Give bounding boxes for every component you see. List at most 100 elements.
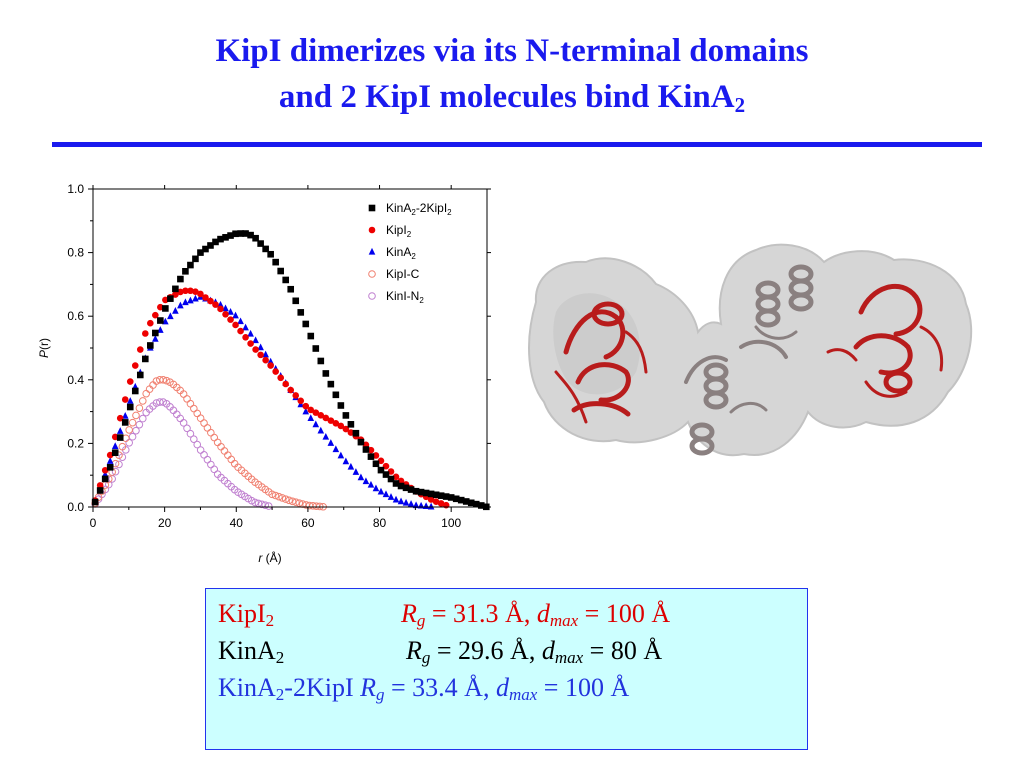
data-point [237,317,244,325]
data-point [131,362,139,369]
data-point [136,346,144,353]
data-point [247,231,254,239]
data-point [397,497,405,505]
data-point [372,460,380,468]
data-point [126,378,134,385]
data-point [372,452,380,459]
data-point [477,502,485,509]
data-point [197,249,204,256]
data-point [251,498,259,507]
data-point [387,493,395,500]
data-point [377,487,385,495]
data-point [159,376,168,384]
data-point [157,303,164,311]
data-point [186,429,195,438]
data-point [327,439,335,446]
data-point [422,502,430,510]
pr-distribution-chart: 0 20 40 60 80 100 0.0 0.2 0.4 0.6 0.8 1.0 r (Å) P(r… [37,182,491,565]
protein-structure-image [528,243,973,457]
legend-marker [368,204,376,212]
data-point [285,496,293,505]
x-axis-label: r (Å) [258,550,281,565]
data-point [157,317,164,324]
legend-label-main: KinA [386,245,411,259]
dmax-symbol: d [541,636,555,665]
data-point [182,267,189,275]
data-point [145,385,154,393]
data-point [177,288,184,296]
data-point [101,470,109,478]
data-point [182,287,189,295]
data-point [372,484,380,492]
legend-label-main: KinI-N [386,289,419,303]
data-point [136,371,144,379]
data-point [173,410,181,419]
data-point [227,308,234,315]
data-point [287,386,295,394]
data-point [427,490,435,498]
data-point [128,432,137,441]
data-point [200,419,208,427]
rg-subscript: g [416,611,426,630]
data-point [131,387,139,395]
data-point [272,258,279,266]
y-tick-label: 0.8 [67,246,84,260]
data-point [277,267,284,275]
data-point [128,418,137,427]
data-point [111,442,119,449]
y-tick-label: 0.6 [67,309,84,323]
rg-subscript: g [376,685,385,704]
parameters-row-kina2-2kipi: KinA2-2KipI Rg = 33.4 Å, dmax = 100 Å [216,669,797,706]
data-point [212,238,219,246]
data-point [257,240,264,247]
data-point [427,496,435,503]
data-point [187,296,194,304]
data-point [232,321,239,329]
data-point [152,329,159,337]
data-point [317,357,325,365]
data-point [106,451,114,459]
data-point [162,296,169,304]
data-point [442,501,450,509]
data-point [275,492,283,501]
data-point [377,466,385,474]
rg-symbol: R [360,673,376,702]
data-point [387,475,395,483]
data-point [242,230,249,237]
data-point [337,422,345,430]
red-domain-right [826,283,944,398]
legend-marker [368,226,376,234]
rg-value: = 31.3 Å, [425,599,537,628]
data-point [457,496,465,504]
data-point [162,317,169,325]
data-point [268,490,276,499]
data-point [315,502,324,511]
data-point [264,502,273,510]
data-point [111,467,120,476]
data-point [442,493,450,500]
data-point [227,316,234,323]
data-point [111,433,119,441]
rg-value: = 33.4 Å, [384,673,496,702]
data-point [217,305,224,313]
data-point [367,453,375,460]
y-axis-label: P(r) [37,338,51,358]
data-point [232,311,239,319]
data-point [281,495,290,503]
data-point [292,498,300,507]
data-point [192,255,199,263]
row-name-main: KipI [218,599,266,628]
data-point [432,491,440,499]
data-point [193,409,202,418]
data-point [302,407,310,415]
data-point [412,501,420,509]
legend-label: KinA2 [386,245,416,261]
data-point [132,426,140,435]
data-point [432,498,440,505]
legend-marker [368,292,376,300]
data-point [217,235,224,243]
title-divider [52,142,982,147]
data-point [220,447,229,455]
data-point [121,396,129,403]
